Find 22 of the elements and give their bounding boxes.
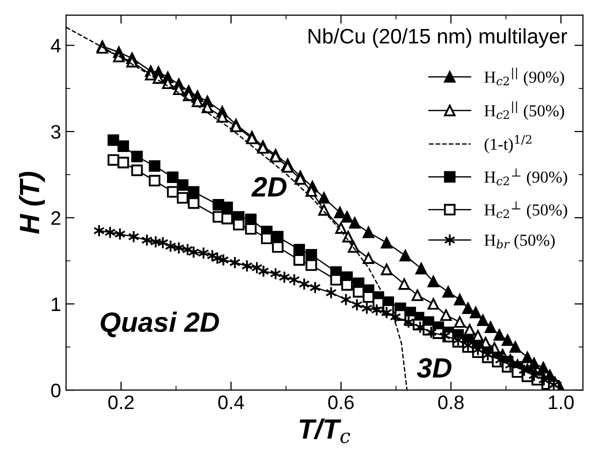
x-tick-label: 0.4 [218,395,244,410]
x-tick-label: 1.0 [548,395,574,410]
y-tick-label: 2 [51,211,60,225]
x-axis-title: T/T$_{c}$ [300,418,350,444]
legend-label: H$_{c2}$$^{⊥}$ (90%) [484,168,568,186]
legend-label: H$_{br}$ (50%) [484,234,555,250]
y-tick-label: 1 [52,298,60,311]
x-tick-label: 0.6 [328,395,354,410]
y-tick-label: 4 [50,39,61,52]
legend-label: H$_{c2}$$^{||}$ (50%) [484,101,564,120]
y-axis-title: H (T) [18,172,45,234]
text: Nb/Cu (20/15 nm) multilayer [308,28,568,48]
x-tick-label: 0.8 [438,395,464,410]
annotation: 3D [416,358,452,378]
x-tick-label: 0.2 [108,395,134,410]
legend-label: H$_{c2}$$^{⊥}$ (50%) [484,201,568,219]
y-tick-label: 0 [51,384,60,398]
legend-label: (1-t)$^{1/2}$ [484,134,532,154]
annotation: Quasi 2D [100,312,219,338]
legend-label: H$_{c2}$$^{||}$ (90%) [484,68,564,86]
annotation: 2D [251,177,286,196]
y-tick-label: 3 [51,124,60,139]
